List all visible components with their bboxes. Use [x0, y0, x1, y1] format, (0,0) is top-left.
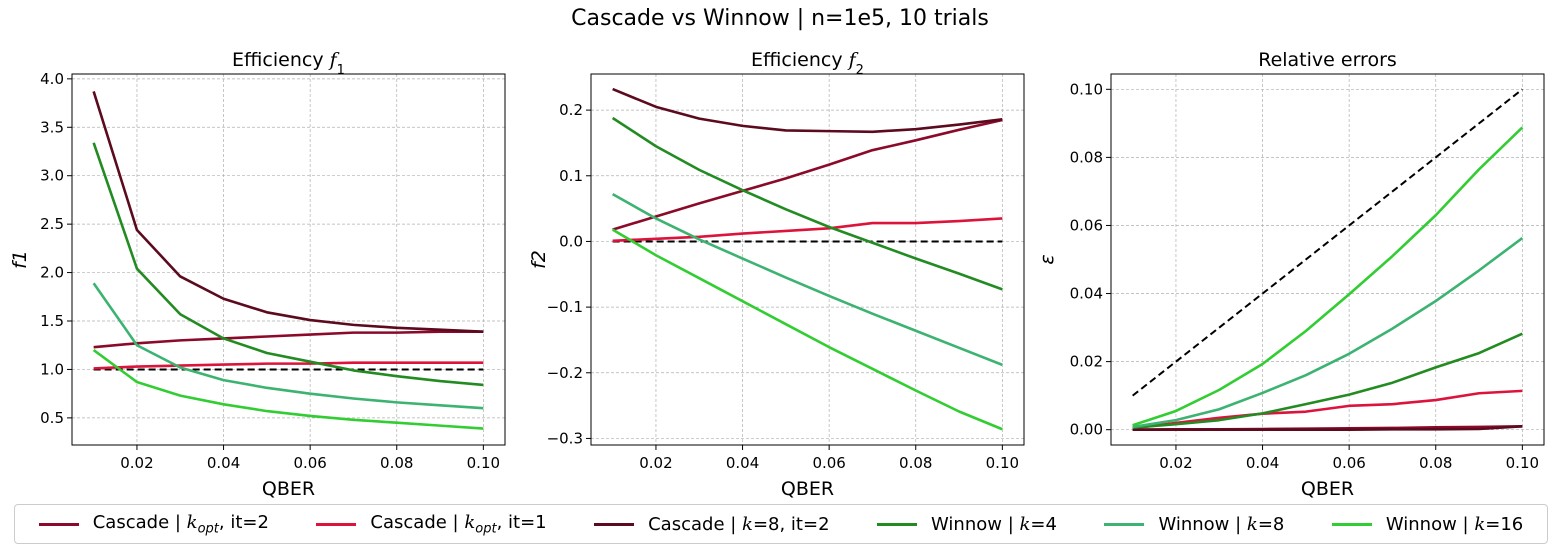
y-axis-label: ε	[1036, 254, 1058, 264]
panel-1: 0.02 0.04 0.06 0.08 0.10 0.5 1.0 1.5 2.0 2.5 3.0 3.…	[9, 49, 506, 500]
x-tick-label: 0.08	[899, 454, 932, 472]
x-axis-label: QBER	[262, 478, 315, 500]
legend-label: Cascade | kopt, it=2	[92, 511, 269, 537]
y-tick-label: −0.1	[547, 298, 583, 316]
series-line-cascade_kopt_it2	[612, 118, 1003, 231]
legend-label: Cascade | kopt, it=1	[370, 511, 547, 537]
reference-line	[1132, 88, 1523, 397]
series-line-cascade_k8_it2	[612, 87, 1003, 134]
legend-item-winnow_k4: Winnow | k=4	[877, 514, 1057, 535]
x-tick-label: 0.04	[1246, 454, 1279, 472]
series-line-winnow_k16	[92, 349, 484, 430]
legend-label: Cascade | k=8, it=2	[648, 513, 830, 535]
y-tick-label: 2.0	[40, 264, 64, 282]
y-tick-label: 0.06	[1070, 216, 1103, 234]
legend-label: Winnow | k=16	[1385, 513, 1524, 535]
x-tick-label: 0.10	[1506, 454, 1539, 472]
legend-swatch	[1104, 522, 1145, 526]
plot-area	[92, 91, 484, 430]
y-tick-label: 4.0	[40, 70, 64, 88]
legend-swatch	[877, 522, 918, 526]
series-line-winnow_k8	[612, 193, 1003, 367]
y-tick-label: 0.1	[559, 167, 583, 185]
x-tick-label: 0.08	[380, 454, 413, 472]
series-line-winnow_k4	[611, 116, 1003, 291]
series-line-winnow_k4	[92, 142, 484, 387]
x-tick-label: 0.10	[467, 454, 500, 472]
series-line-cascade_kopt_it2	[93, 330, 484, 349]
legend-swatch	[1331, 522, 1372, 526]
legend-item-cascade_kopt_it2: Cascade | kopt, it=2	[38, 511, 269, 537]
x-tick-label: 0.02	[1159, 454, 1192, 472]
series-line-cascade_k8_it2	[1132, 424, 1523, 431]
legend-label: Winnow | k=4	[931, 513, 1057, 535]
legend: Cascade | kopt, it=2 Cascade | kopt, it=1…	[14, 504, 1548, 544]
x-axis-label: QBER	[1301, 478, 1354, 500]
y-tick-label: 0.04	[1070, 285, 1103, 303]
y-tick-label: 0.02	[1070, 353, 1103, 371]
plots-canvas: 0.02 0.04 0.06 0.08 0.10 0.5 1.0 1.5 2.0 2.5 3.0 3.…	[9, 49, 1545, 500]
x-tick-label: 0.10	[986, 454, 1019, 472]
legend-swatch	[316, 522, 357, 526]
y-tick-label: 1.0	[40, 360, 64, 378]
legend-swatch	[38, 522, 79, 526]
y-tick-label: 0.00	[1070, 421, 1103, 439]
x-tick-label: 0.04	[207, 454, 240, 472]
panel-title: Efficiency f1	[232, 49, 345, 78]
x-tick-label: 0.06	[1332, 454, 1365, 472]
legend-item-winnow_k8: Winnow | k=8	[1104, 514, 1284, 535]
axes-frame	[1110, 73, 1545, 446]
x-tick-label: 0.02	[639, 454, 672, 472]
legend-swatch	[594, 522, 635, 526]
x-tick-label: 0.02	[120, 454, 153, 472]
y-tick-label: −0.2	[547, 364, 583, 382]
series-line-winnow_k16	[611, 228, 1003, 431]
legend-item-cascade_kopt_it1: Cascade | kopt, it=1	[316, 511, 547, 537]
series-line-winnow_k16	[1132, 126, 1524, 427]
y-axis-label: f1	[9, 250, 31, 269]
legend-label: Winnow | k=8	[1158, 513, 1285, 535]
legend-item-cascade_k8_it2: Cascade | k=8, it=2	[594, 513, 830, 535]
series-line-cascade_k8_it2	[92, 91, 484, 333]
series-line-cascade_kopt_it1	[612, 217, 1003, 243]
legend-item-winnow_k16: Winnow | k=16	[1331, 513, 1524, 535]
series-line-winnow_k4	[1132, 332, 1523, 429]
x-axis-label: QBER	[781, 478, 834, 500]
y-tick-label: 0.0	[559, 232, 583, 250]
series-line-winnow_k8	[92, 282, 484, 410]
x-tick-label: 0.06	[293, 454, 326, 472]
plot-area	[1132, 88, 1524, 431]
y-tick-label: −0.3	[547, 429, 583, 447]
series-line-winnow_k8	[1132, 237, 1524, 429]
series-line-cascade_kopt_it1	[1132, 389, 1523, 430]
figure-title: Cascade vs Winnow | n=1e5, 10 trials	[571, 6, 989, 31]
panel-title: Relative errors	[1258, 49, 1397, 71]
y-tick-label: 2.5	[40, 215, 64, 233]
y-tick-label: 1.5	[40, 312, 64, 330]
x-tick-label: 0.08	[1419, 454, 1452, 472]
y-tick-label: 3.0	[40, 167, 64, 185]
y-tick-label: 0.10	[1070, 80, 1103, 98]
plot-area	[611, 87, 1003, 431]
axes-frame	[590, 73, 1025, 446]
y-tick-label: 3.5	[40, 118, 64, 136]
axes-frame	[71, 73, 506, 446]
x-tick-label: 0.06	[812, 454, 845, 472]
panel-2: 0.02 0.04 0.06 0.08 0.10 −0.3 −0.2 −0.1 0.0 0.1 0.…	[528, 49, 1025, 500]
panel-title: Efficiency f2	[751, 49, 864, 78]
series-line-cascade_kopt_it1	[93, 361, 484, 370]
y-tick-label: 0.5	[40, 409, 64, 427]
y-axis-label: f2	[528, 250, 550, 269]
panel-3: 0.02 0.04 0.06 0.08 0.10 0.00 0.02 0.04 0.06 0.08…	[1036, 49, 1545, 500]
x-tick-label: 0.04	[726, 454, 759, 472]
y-tick-label: 0.2	[559, 101, 583, 119]
y-tick-label: 0.08	[1070, 148, 1103, 166]
